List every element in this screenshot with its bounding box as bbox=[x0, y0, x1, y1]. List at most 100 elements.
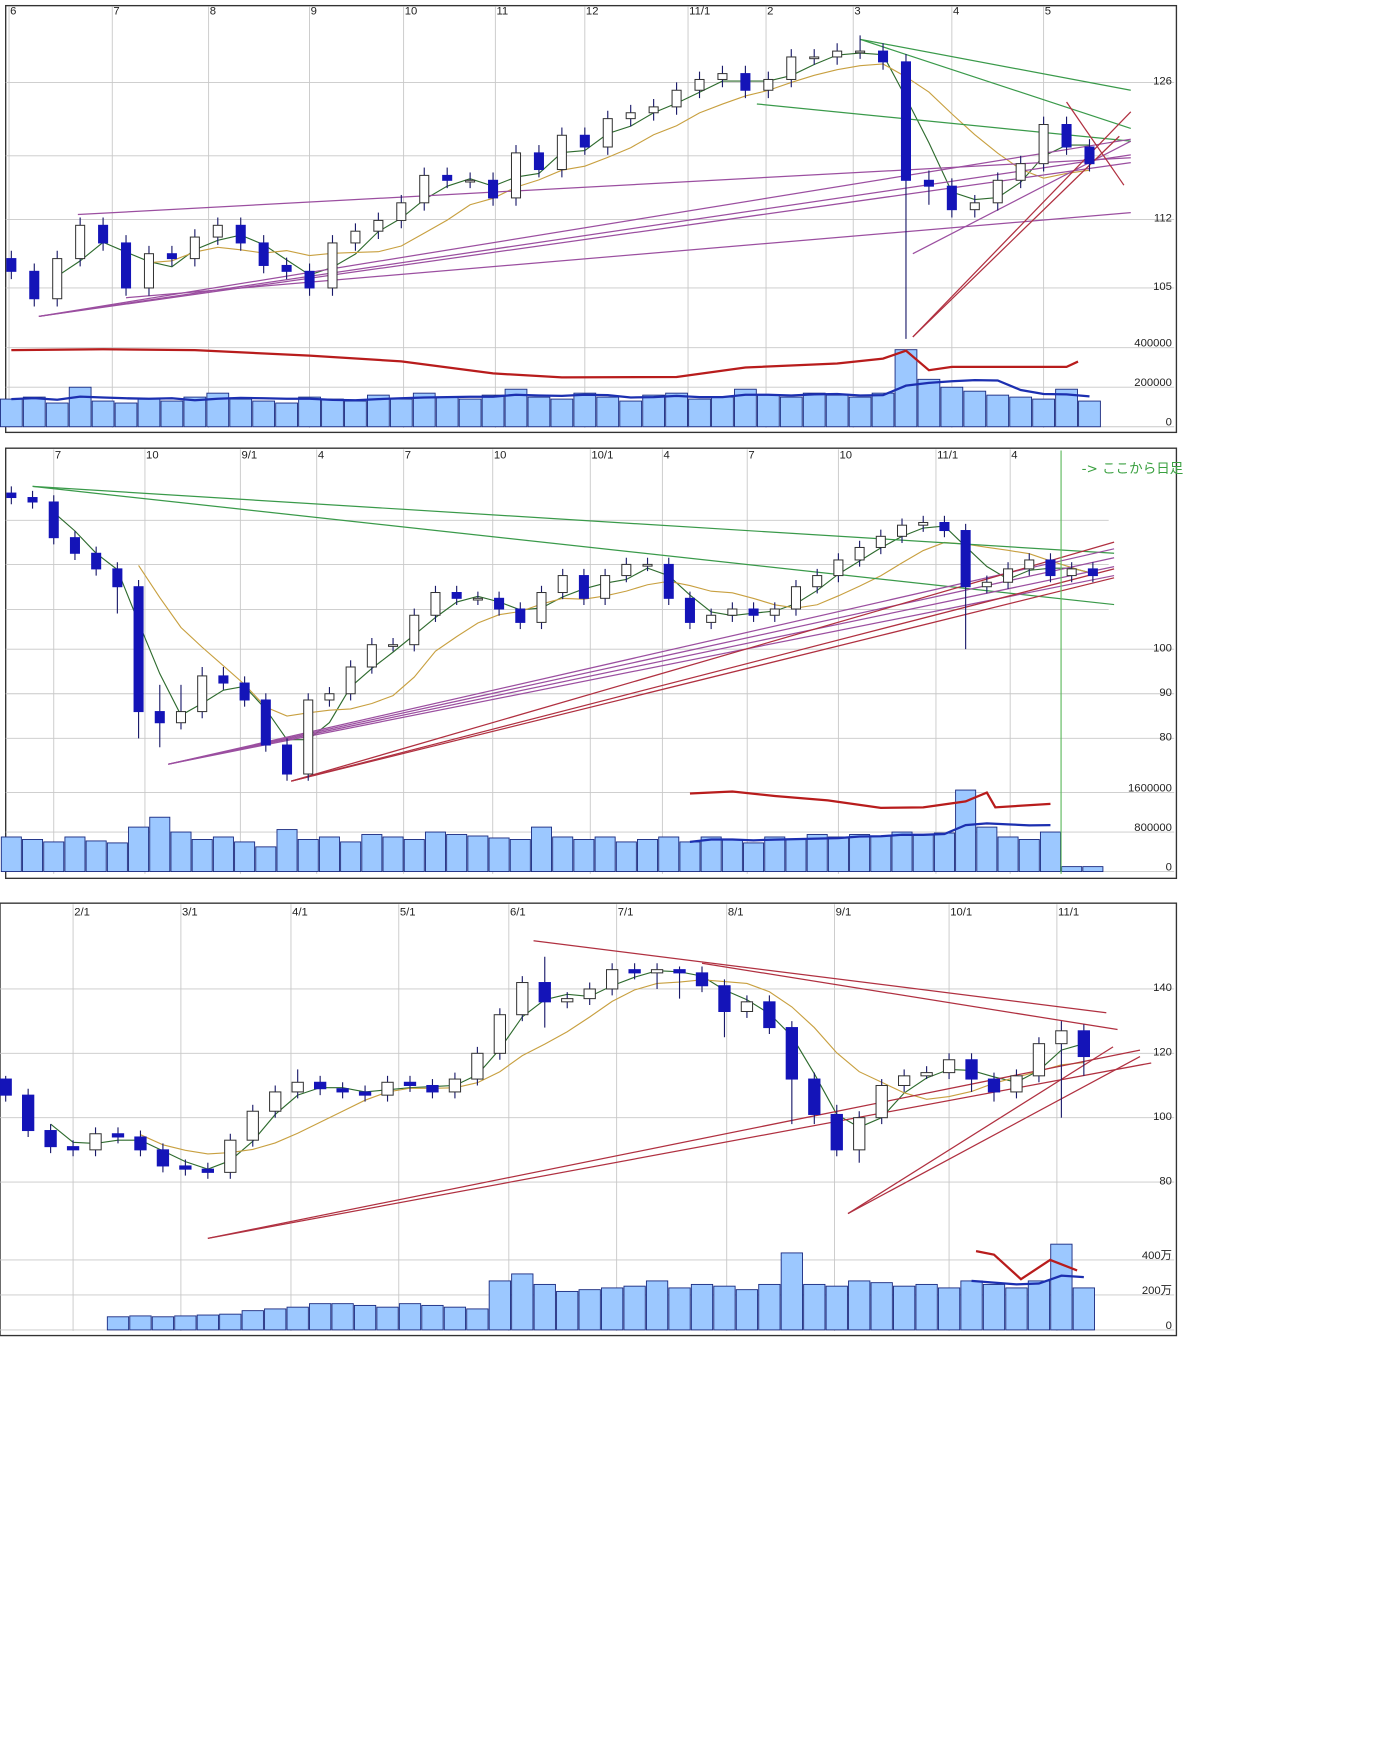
volume-bar bbox=[129, 1315, 152, 1331]
volume-tick-label: 400万 bbox=[1142, 1250, 1172, 1262]
candle-down bbox=[579, 134, 590, 148]
volume-bar bbox=[637, 839, 659, 873]
x-tick-label: 8 bbox=[210, 6, 216, 18]
candle-up bbox=[600, 575, 611, 599]
candle-down bbox=[6, 492, 17, 499]
candle-up bbox=[561, 998, 574, 1003]
volume-tick-label: 200000 bbox=[1134, 377, 1172, 389]
trendline bbox=[847, 1046, 1114, 1215]
candle-up bbox=[419, 174, 430, 204]
candle-down bbox=[1061, 123, 1072, 148]
trendline bbox=[1066, 101, 1125, 186]
volume-bar bbox=[527, 396, 551, 428]
volume-bar bbox=[361, 834, 383, 873]
x-tick-label: 4/1 bbox=[292, 907, 308, 919]
trendline bbox=[38, 138, 1131, 317]
volume-bar bbox=[509, 839, 531, 873]
volume-tick-label: 1600000 bbox=[1128, 782, 1172, 794]
trendline bbox=[701, 962, 1118, 1031]
candle-up bbox=[327, 242, 338, 289]
volume-bar bbox=[309, 1303, 332, 1331]
trendline bbox=[168, 548, 1115, 765]
volume-bar bbox=[344, 400, 367, 428]
volume-bar bbox=[1018, 839, 1040, 873]
x-tick-label: 7 bbox=[55, 449, 61, 461]
candle-up bbox=[621, 563, 632, 577]
candle-down bbox=[695, 972, 709, 987]
volume-bar bbox=[668, 1287, 691, 1331]
volume-bar bbox=[481, 394, 505, 428]
volume-red-line bbox=[689, 790, 1051, 809]
volume-bar bbox=[412, 392, 436, 428]
volume-bar bbox=[688, 398, 711, 428]
candle-down bbox=[304, 270, 315, 289]
price-area bbox=[6, 35, 1132, 339]
candle-up bbox=[1038, 123, 1049, 165]
candle-up bbox=[1032, 1043, 1046, 1077]
volume-bar bbox=[594, 836, 616, 873]
candle-up bbox=[373, 219, 384, 232]
volume-bar bbox=[22, 839, 44, 873]
candle-down bbox=[538, 982, 551, 1003]
moving-average-long bbox=[148, 63, 1090, 264]
candle-down bbox=[923, 179, 934, 187]
volume-bar bbox=[912, 834, 934, 873]
volume-bar bbox=[137, 398, 161, 428]
panel-bottom: 2/1 3/1 4/1 5/1 6/1 7/1 8/1 9/1 10/1 11/1 140 120 10… bbox=[0, 902, 1178, 1337]
volume-bar bbox=[756, 394, 780, 428]
volume-bar bbox=[174, 1315, 197, 1331]
candle-up bbox=[694, 78, 705, 91]
candle-down bbox=[628, 969, 641, 974]
candle-down bbox=[1087, 568, 1098, 577]
trendline bbox=[32, 485, 1115, 554]
x-tick-label: 10 bbox=[405, 6, 418, 18]
candle-up bbox=[875, 1084, 888, 1119]
moving-average-long bbox=[138, 541, 1094, 717]
x-tick-label: 10 bbox=[494, 449, 507, 461]
candle-down bbox=[740, 73, 751, 91]
x-tick-label: 10/1 bbox=[950, 907, 972, 919]
trendline bbox=[533, 940, 1107, 1014]
candle-up bbox=[942, 1059, 956, 1074]
volume-bar bbox=[149, 816, 171, 873]
volume-bar bbox=[933, 832, 955, 873]
volume-bar bbox=[825, 394, 849, 428]
volume-bar bbox=[1032, 398, 1055, 428]
volume-bar bbox=[389, 398, 413, 428]
volume-bar bbox=[160, 400, 184, 428]
volume-bar bbox=[0, 398, 23, 428]
candle-down bbox=[1084, 146, 1095, 165]
volume-bar bbox=[234, 841, 256, 873]
trendline bbox=[859, 38, 1131, 91]
candle-up bbox=[381, 1081, 394, 1096]
candle-up bbox=[920, 1072, 933, 1077]
volume-bar bbox=[779, 396, 803, 428]
x-tick-label: 10/1 bbox=[591, 449, 613, 461]
volume-bar bbox=[658, 836, 680, 873]
trendline bbox=[77, 157, 1131, 216]
candle-up bbox=[992, 179, 1003, 204]
volume-bar bbox=[458, 398, 482, 428]
volume-bar bbox=[1061, 866, 1083, 873]
candle-down bbox=[121, 242, 132, 289]
candle-up bbox=[396, 202, 407, 221]
candle-down bbox=[533, 152, 544, 171]
volume-tick-label: 400000 bbox=[1134, 338, 1172, 350]
volume-bar bbox=[825, 1285, 848, 1331]
volume-bar bbox=[64, 836, 86, 873]
volume-bar bbox=[986, 394, 1010, 428]
candle-down bbox=[987, 1078, 1001, 1093]
volume-tick-label: 0 bbox=[1166, 417, 1172, 429]
candle-down bbox=[900, 61, 911, 181]
volume-bar bbox=[183, 396, 207, 428]
candle-up bbox=[143, 253, 154, 289]
candle-up bbox=[472, 597, 483, 601]
volume-bar bbox=[849, 834, 871, 873]
candle-down bbox=[946, 185, 957, 211]
candle-down bbox=[166, 253, 177, 260]
volume-bar bbox=[806, 834, 828, 873]
volume-bar bbox=[255, 846, 277, 873]
volume-bar bbox=[764, 836, 786, 873]
volume-tick-label: 800000 bbox=[1134, 822, 1172, 834]
x-tick-label: 10 bbox=[840, 449, 853, 461]
